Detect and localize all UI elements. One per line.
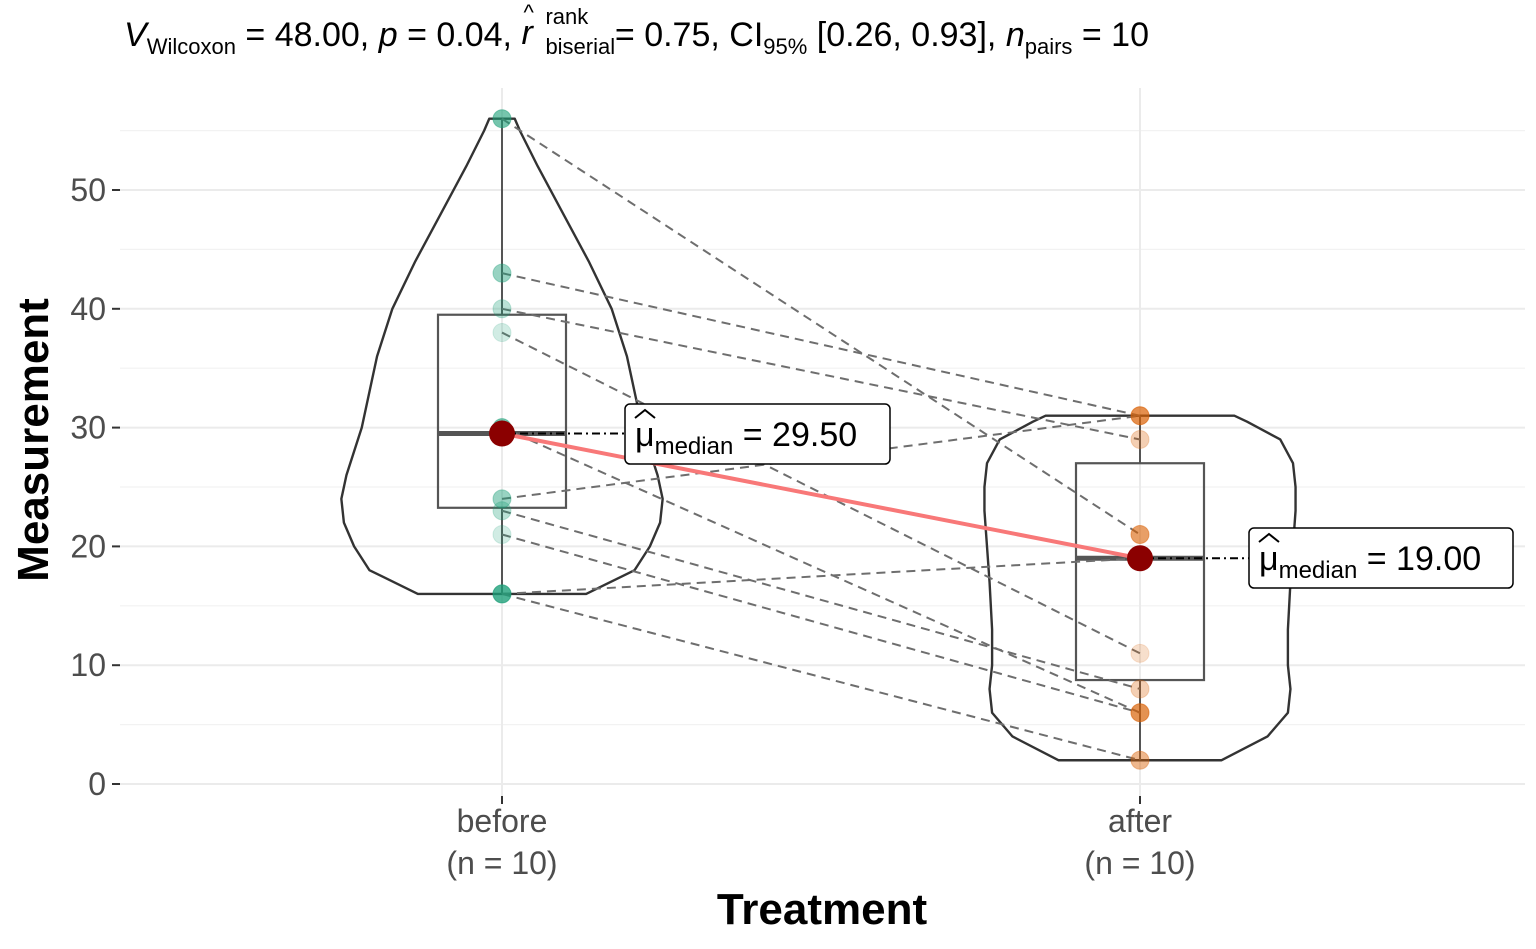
n-value: = 10 bbox=[1081, 16, 1149, 54]
median-label-text: μmedian = 29.50 bbox=[635, 416, 857, 460]
median-connecting-line bbox=[501, 431, 1141, 561]
r-subscript: biserial bbox=[545, 34, 616, 59]
p-symbol: p bbox=[378, 16, 398, 54]
data-point-before bbox=[492, 323, 512, 343]
v-subscript: Wilcoxon bbox=[146, 34, 236, 59]
median-label-value: = 29.50 bbox=[733, 416, 857, 454]
axes: 0 10 20 30 40 50 before (n = 10) after (n = 10) bbox=[70, 172, 1195, 881]
box-before bbox=[436, 313, 568, 509]
r-value: = 0.75, bbox=[614, 16, 720, 54]
statistics-subtitle: VWilcoxon = 48.00, p = 0.04, ^ r rank biser… bbox=[124, 0, 1149, 60]
median-label-hat bbox=[634, 408, 656, 419]
violins bbox=[340, 117, 1297, 762]
paired-line bbox=[501, 117, 1141, 536]
data-point-after bbox=[1130, 525, 1150, 545]
r-symbol-stack: ^ r rank biserial bbox=[521, 0, 615, 59]
paired-line bbox=[501, 557, 1141, 595]
ci-symbol: CI bbox=[729, 16, 764, 54]
ci-value: [0.26, 0.93], bbox=[816, 16, 997, 54]
data-point-after bbox=[1130, 703, 1150, 723]
y-tick-label: 20 bbox=[70, 528, 106, 564]
paired-line bbox=[501, 426, 1141, 714]
median-label-mu: μ bbox=[635, 416, 655, 454]
n-subscript: pairs bbox=[1024, 34, 1073, 59]
violin-before bbox=[340, 117, 664, 596]
paired-line bbox=[501, 272, 1141, 417]
x-tick-n-label: (n = 10) bbox=[446, 845, 557, 881]
data-point-after bbox=[1130, 406, 1150, 426]
median-label-text: μmedian = 19.00 bbox=[1259, 540, 1481, 584]
data-point-before bbox=[492, 263, 512, 283]
x-tick-n-label: (n = 10) bbox=[1084, 845, 1195, 881]
y-tick-label: 0 bbox=[88, 766, 106, 802]
median-label-subscript: median bbox=[1279, 557, 1358, 584]
data-point-before bbox=[492, 109, 512, 129]
paired-line bbox=[501, 592, 1141, 762]
y-tick-label: 40 bbox=[70, 291, 106, 327]
data-point-after bbox=[1130, 429, 1150, 449]
y-tick-label: 50 bbox=[70, 172, 106, 208]
r-superscript: rank bbox=[545, 4, 589, 29]
v-symbol: V bbox=[124, 16, 147, 54]
data-point-after bbox=[1130, 679, 1150, 699]
median-label-hat bbox=[1258, 532, 1280, 543]
median-label-mu: μ bbox=[1259, 540, 1279, 578]
y-axis-title: Measurement bbox=[9, 298, 58, 582]
y-tick-label: 10 bbox=[70, 647, 106, 683]
paired-lines bbox=[501, 117, 1141, 762]
median-label-value: = 19.00 bbox=[1357, 540, 1481, 578]
median-point-before bbox=[489, 420, 515, 447]
data-point-before bbox=[492, 501, 512, 521]
x-tick-label: before bbox=[457, 803, 548, 839]
data-point-before bbox=[492, 299, 512, 319]
median-label-box bbox=[1248, 527, 1514, 589]
data-point-after bbox=[1130, 643, 1150, 663]
n-symbol: n bbox=[1005, 16, 1025, 54]
p-value: = 0.04, bbox=[407, 16, 512, 54]
data-point-after bbox=[1130, 703, 1150, 723]
data-point-before bbox=[492, 525, 512, 545]
paired-line bbox=[501, 533, 1141, 714]
paired-line bbox=[501, 509, 1141, 690]
median-label-subscript: median bbox=[655, 433, 734, 460]
x-tick-label: after bbox=[1108, 803, 1172, 839]
box-after bbox=[1074, 462, 1206, 682]
data-point-after bbox=[1130, 406, 1150, 426]
data-point-after bbox=[1130, 750, 1150, 770]
data-point-before bbox=[492, 584, 512, 604]
v-value: = 48.00, bbox=[245, 16, 370, 54]
y-tick-label: 30 bbox=[70, 410, 106, 446]
data-point-before bbox=[492, 489, 512, 509]
median-label-box bbox=[624, 403, 891, 465]
r-hat: ^ bbox=[523, 0, 534, 25]
ci-subscript: 95% bbox=[763, 34, 808, 59]
violin-after bbox=[983, 414, 1297, 762]
x-axis-title: Treatment bbox=[717, 885, 928, 934]
median-point-after bbox=[1127, 545, 1153, 572]
r-symbol: r bbox=[521, 14, 533, 52]
data-point-before bbox=[492, 584, 512, 604]
paired-line bbox=[501, 307, 1141, 441]
